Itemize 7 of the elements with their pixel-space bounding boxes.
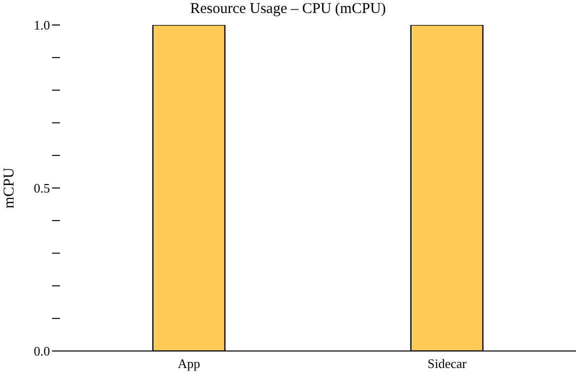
x-tick-label: Sidecar (428, 356, 468, 372)
y-axis-title: mCPU (2, 168, 18, 208)
y-tick-label: 1.0 (34, 18, 50, 33)
x-tick-label: App (178, 356, 200, 372)
chart-title: Resource Usage – CPU (mCPU) (189, 0, 387, 18)
y-tick-label: 0.0 (34, 344, 50, 359)
y-tick-label: 0.5 (34, 180, 50, 196)
